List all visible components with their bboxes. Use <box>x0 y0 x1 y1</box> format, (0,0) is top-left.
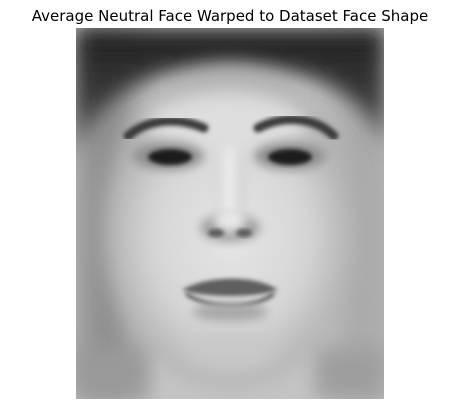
lower-lip <box>192 302 268 322</box>
right-eye <box>268 149 312 165</box>
right-eyebrow <box>253 115 339 141</box>
hair-region <box>76 28 384 158</box>
chin <box>184 330 276 366</box>
nose-bridge <box>216 148 244 228</box>
left-eyebrow <box>123 116 209 141</box>
average-face-image <box>76 28 384 399</box>
nose-tip <box>214 208 246 232</box>
right-nostril <box>236 229 252 237</box>
figure-title: Average Neutral Face Warped to Dataset F… <box>31 7 429 25</box>
lower-right-shadow <box>316 348 384 399</box>
forehead-highlight <box>146 93 306 153</box>
face-image-svg <box>76 28 384 399</box>
left-nostril <box>208 229 224 237</box>
lower-left-shadow <box>76 348 146 399</box>
upper-lip <box>182 278 278 296</box>
left-eye <box>148 149 192 165</box>
